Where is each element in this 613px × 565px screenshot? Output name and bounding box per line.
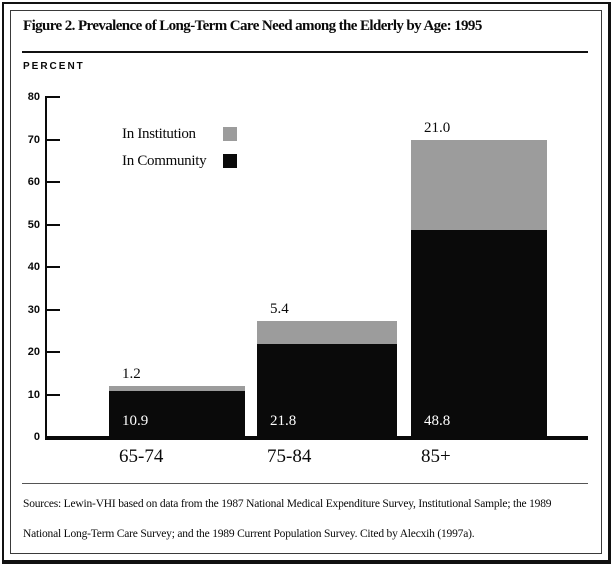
figure-title: Figure 2. Prevalence of Long-Term Care N…: [23, 18, 482, 34]
institution-value-label: 21.0: [424, 120, 451, 137]
legend-item-institution: In Institution: [122, 124, 272, 151]
y-axis-tick: [45, 223, 60, 226]
bar-institution-segment: [411, 140, 547, 230]
y-axis-tick-label: 50: [27, 218, 40, 231]
bar-institution-segment: [257, 321, 397, 345]
y-axis-unit-label: PERCENT: [23, 61, 85, 72]
chart-legend: In Institution In Community: [122, 124, 272, 178]
y-axis-tick-label: 10: [27, 388, 40, 401]
y-axis-tick-label: 20: [27, 346, 40, 358]
x-axis-line: [45, 436, 588, 440]
bar-community-segment: [257, 344, 397, 437]
y-axis-tick-label: 80: [27, 91, 40, 103]
community-value-label: 21.8: [270, 413, 297, 429]
y-axis-tick: [45, 181, 60, 183]
y-axis-tick: [45, 308, 60, 311]
legend-label-community: In Community: [122, 153, 207, 169]
legend-swatch-institution: [223, 127, 237, 141]
y-axis-tick: [45, 96, 60, 98]
y-axis-tick-label: 60: [27, 176, 40, 188]
y-axis-tick: [45, 266, 60, 268]
institution-value-label: 5.4: [270, 301, 289, 318]
source-note: Sources: Lewin-VHI based on data from th…: [23, 489, 598, 549]
community-value-label: 10.9: [122, 413, 149, 429]
source-note-line-1: Sources: Lewin-VHI based on data from th…: [23, 498, 552, 510]
y-axis-tick-label: 0: [33, 431, 40, 443]
title-divider: [22, 51, 588, 53]
community-value-label: 48.8: [424, 413, 451, 429]
legend-item-community: In Community: [122, 151, 272, 178]
x-axis-category-label: 65-74: [119, 446, 164, 467]
x-axis-category-label: 85+: [421, 446, 451, 467]
y-axis-tick: [45, 138, 60, 141]
bar-community-segment: [411, 229, 547, 437]
x-axis-category-label: 75-84: [267, 446, 312, 467]
institution-value-label: 1.2: [122, 365, 141, 382]
y-axis-tick-label: 30: [27, 303, 40, 316]
bar-institution-segment: [109, 385, 245, 391]
source-note-line-2: National Long-Term Care Survey; and the …: [23, 528, 475, 540]
y-axis-tick: [45, 393, 60, 396]
footer-divider: [22, 483, 588, 484]
legend-swatch-community: [223, 154, 237, 168]
bar-community-segment: [109, 390, 245, 437]
y-axis-tick-label: 70: [27, 133, 40, 146]
y-axis-tick: [45, 351, 60, 353]
y-axis-tick-label: 40: [27, 261, 40, 273]
legend-label-institution: In Institution: [122, 126, 196, 142]
